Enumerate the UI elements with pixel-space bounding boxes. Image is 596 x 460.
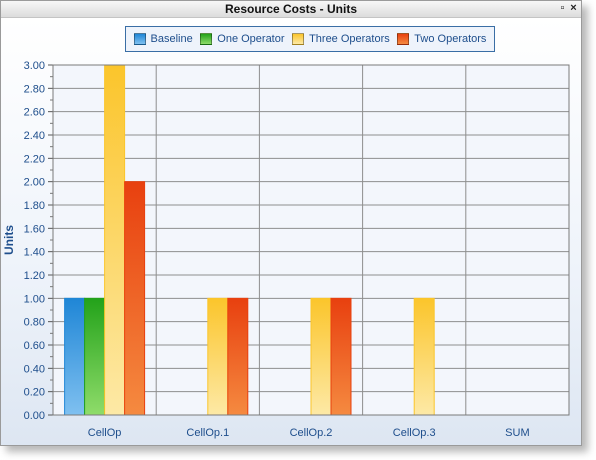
x-tick-label: SUM — [505, 427, 529, 439]
x-tick-label: CellOp.3 — [393, 427, 436, 439]
y-tick-label: 1.40 — [24, 247, 45, 259]
legend-item: Baseline — [133, 33, 193, 45]
close-icon[interactable]: × — [570, 2, 577, 14]
y-tick-label: 0.40 — [24, 363, 45, 375]
window-title: Resource Costs - Units — [224, 2, 358, 16]
y-tick-label: 3.00 — [24, 60, 45, 72]
bar-two-operators — [227, 297, 249, 416]
bar-baseline — [64, 297, 86, 416]
chart-area: 0.00 0.20 0.40 0.60 0.80 1.00 1.20 1.40 1.60 1.80… — [1, 18, 581, 445]
legend-swatch — [133, 33, 146, 45]
bar-two-operators — [124, 181, 146, 416]
bar-three-operators — [310, 297, 332, 416]
y-axis-title: Units — [2, 225, 16, 255]
bar-one-operator — [84, 297, 106, 416]
y-tick-label: 0.60 — [24, 340, 45, 352]
y-tick-label: 2.80 — [24, 83, 45, 95]
y-tick-label: 0.20 — [24, 387, 45, 399]
legend-item: Three Operators — [292, 33, 390, 45]
bar-three-operators — [413, 297, 435, 416]
legend-label: One Operator — [217, 33, 285, 45]
bar-chart: 0.00 0.20 0.40 0.60 0.80 1.00 1.20 1.40 1.60 1.80… — [2, 60, 570, 439]
legend-label: Three Operators — [309, 33, 390, 45]
y-tick-label: 2.20 — [24, 153, 45, 165]
y-tick-label: 1.00 — [24, 293, 45, 305]
legend-item: One Operator — [200, 33, 285, 45]
chart-window: Resource Costs - Units ▫ × 0.00 0.20 0.40 0… — [0, 0, 582, 446]
bar-three-operators — [104, 64, 126, 416]
y-tick-label: 1.80 — [24, 200, 45, 212]
y-tick-label: 2.00 — [24, 177, 45, 189]
legend-swatch — [292, 33, 305, 45]
legend-item: Two Operators — [397, 33, 486, 45]
y-tick-label: 0.80 — [24, 317, 45, 329]
legend-label: Two Operators — [414, 33, 487, 45]
plot-frame — [52, 64, 570, 416]
bar-two-operators — [330, 297, 352, 416]
y-tick-label: 2.60 — [24, 107, 45, 119]
legend: Baseline One Operator Three Operators Two O… — [125, 26, 495, 52]
bar-three-operators — [207, 297, 229, 416]
y-tick-label: 1.20 — [24, 270, 45, 282]
legend-swatch — [200, 33, 213, 45]
legend-swatch — [397, 33, 410, 45]
x-tick-label: CellOp.2 — [290, 427, 333, 439]
legend-label: Baseline — [150, 33, 193, 45]
title-bar[interactable]: Resource Costs - Units ▫ × — [1, 1, 581, 18]
x-tick-label: CellOp.1 — [186, 427, 229, 439]
restore-icon[interactable]: ▫ — [560, 2, 565, 14]
y-tick-label: 0.00 — [24, 410, 45, 422]
y-tick-label: 1.60 — [24, 223, 45, 235]
y-tick-label: 2.40 — [24, 130, 45, 142]
x-tick-label: CellOp — [88, 427, 122, 439]
